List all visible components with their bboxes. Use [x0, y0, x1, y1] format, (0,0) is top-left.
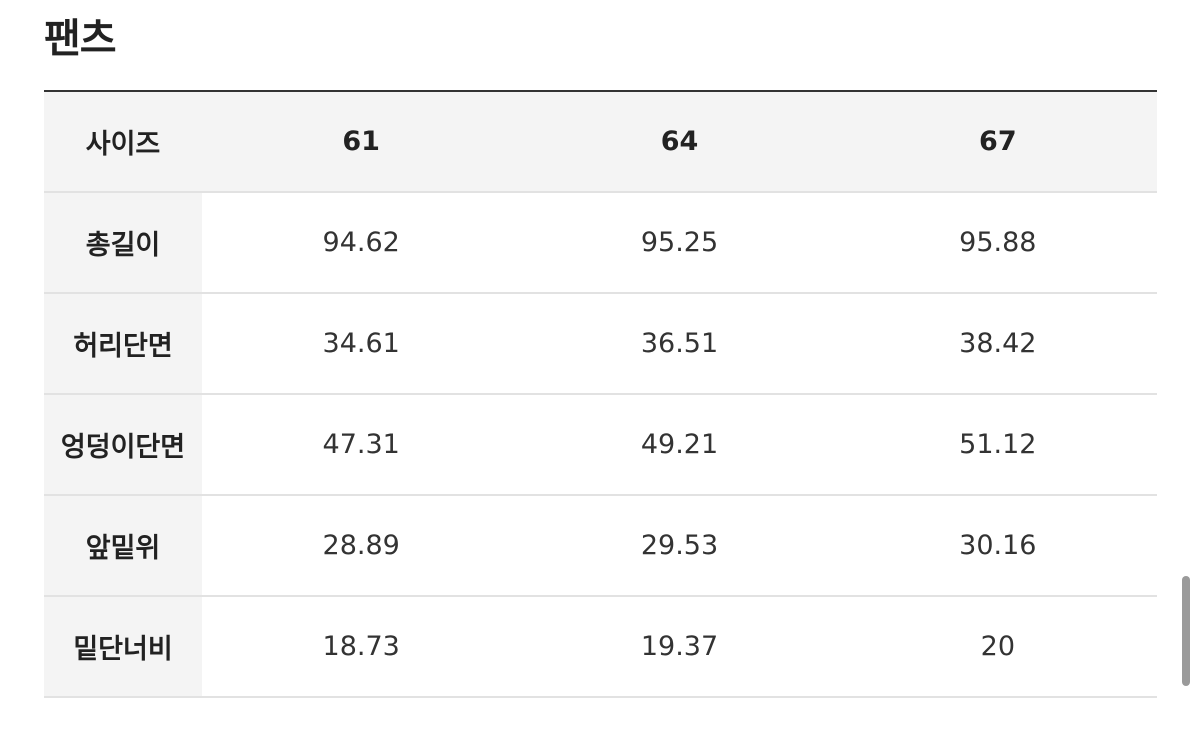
page-title: 팬츠 [44, 16, 117, 62]
size-header: 67 [838, 91, 1157, 193]
row-label: 앞밑위 [44, 495, 202, 597]
table-body: 총길이 94.62 95.25 95.88 허리단면 34.61 36.51 38.42 엉덩이… [44, 192, 1157, 698]
cell-value: 28.89 [202, 495, 521, 597]
cell-value: 20 [838, 596, 1157, 698]
row-label: 밑단너비 [44, 596, 202, 698]
header-row: 사이즈 61 64 67 [44, 91, 1157, 193]
cell-value: 30.16 [838, 495, 1157, 597]
size-table: 사이즈 61 64 67 총길이 94.62 95.25 95.88 허리단면 34.61 36.… [44, 90, 1157, 698]
cell-value: 29.53 [520, 495, 839, 597]
table-row: 총길이 94.62 95.25 95.88 [44, 192, 1157, 294]
size-header: 61 [202, 91, 521, 193]
table-row: 허리단면 34.61 36.51 38.42 [44, 293, 1157, 395]
cell-value: 47.31 [202, 394, 521, 496]
table-row: 밑단너비 18.73 19.37 20 [44, 596, 1157, 698]
cell-value: 51.12 [838, 394, 1157, 496]
row-label: 엉덩이단면 [44, 394, 202, 496]
header-label: 사이즈 [44, 91, 202, 193]
cell-value: 19.37 [520, 596, 839, 698]
table-row: 엉덩이단면 47.31 49.21 51.12 [44, 394, 1157, 496]
cell-value: 34.61 [202, 293, 521, 395]
size-header: 64 [520, 91, 839, 193]
cell-value: 49.21 [520, 394, 839, 496]
table-header: 사이즈 61 64 67 [44, 91, 1157, 193]
cell-value: 18.73 [202, 596, 521, 698]
cell-value: 94.62 [202, 192, 521, 294]
row-label: 총길이 [44, 192, 202, 294]
cell-value: 95.88 [838, 192, 1157, 294]
row-label: 허리단면 [44, 293, 202, 395]
cell-value: 95.25 [520, 192, 839, 294]
cell-value: 38.42 [838, 293, 1157, 395]
scrollbar[interactable] [1182, 576, 1190, 686]
cell-value: 36.51 [520, 293, 839, 395]
table-row: 앞밑위 28.89 29.53 30.16 [44, 495, 1157, 597]
